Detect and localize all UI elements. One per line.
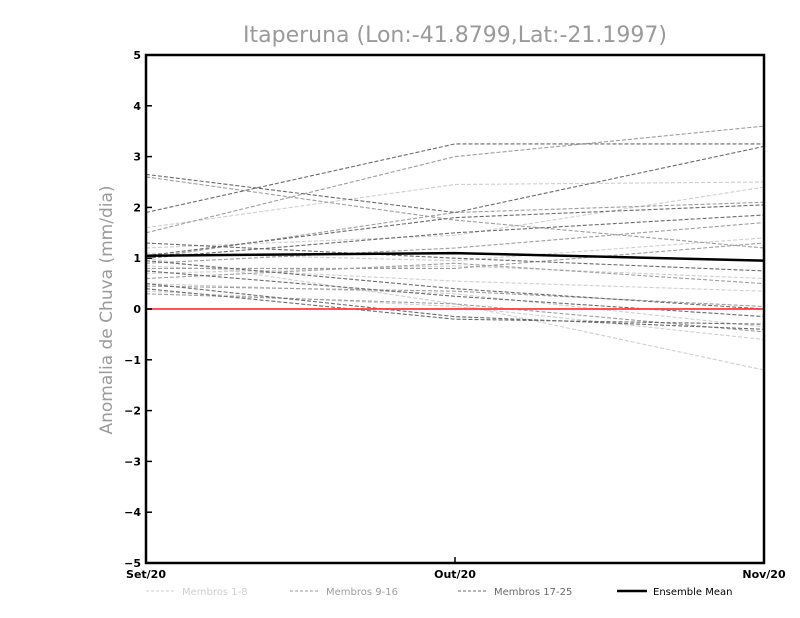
x-tick-label: Nov/20 xyxy=(742,568,786,581)
x-tick-label: Set/20 xyxy=(126,568,166,581)
y-tick-label: −4 xyxy=(124,506,141,519)
legend: Membros 1-8 Membros 9-16 Membros 17-25 Ense… xyxy=(146,587,732,598)
legend-label-group2: Membros 9-16 xyxy=(326,587,398,598)
legend-label-mean: Ensemble Mean xyxy=(653,587,732,598)
member-line-2 xyxy=(145,186,765,249)
member-line-15 xyxy=(145,293,765,333)
member-line-12 xyxy=(146,242,765,269)
y-axis-ticks: −5 −4 −3 −2 −1 0 1 2 3 4 5 xyxy=(124,49,152,570)
member-line-16 xyxy=(145,176,765,249)
x-tick-label: Out/20 xyxy=(434,568,476,581)
member-line-17 xyxy=(145,143,764,214)
y-tick-label: 2 xyxy=(133,201,141,214)
member-line-13 xyxy=(145,262,765,285)
member-line-24 xyxy=(145,283,765,330)
ensemble-mean-line xyxy=(145,251,765,262)
member-line-10 xyxy=(145,201,765,259)
member-line-22 xyxy=(145,260,765,310)
y-tick-label: −3 xyxy=(124,455,141,468)
y-tick-label: −5 xyxy=(124,557,141,570)
y-axis-label: Anomalia de Chuva (mm/dia) xyxy=(97,185,117,434)
y-tick-label: 5 xyxy=(133,49,141,62)
member-line-5 xyxy=(145,283,765,328)
y-tick-label: 4 xyxy=(133,100,141,113)
member-line-14 xyxy=(145,285,765,308)
y-tick-label: 0 xyxy=(133,303,141,316)
member-line-1 xyxy=(145,181,765,229)
y-tick-label: −1 xyxy=(124,354,141,367)
member-line-21 xyxy=(145,242,765,272)
y-tick-label: 3 xyxy=(133,151,141,164)
legend-label-group3: Membros 17-25 xyxy=(494,587,572,598)
member-line-11 xyxy=(145,222,765,264)
y-tick-label: 1 xyxy=(133,252,141,265)
x-axis-ticks: Set/20 Out/20 Nov/20 xyxy=(126,557,786,581)
member-line-25 xyxy=(145,288,765,325)
member-line-9 xyxy=(145,125,765,234)
member-line-8 xyxy=(145,265,765,292)
legend-label-group1: Membros 1-8 xyxy=(182,587,248,598)
chart-title: Itaperuna (Lon:-41.8799,Lat:-21.1997) xyxy=(243,23,667,48)
member-line-20 xyxy=(145,214,765,259)
y-tick-label: −2 xyxy=(124,405,141,418)
member-line-6 xyxy=(145,290,765,341)
series-layer xyxy=(145,125,765,371)
member-line-19 xyxy=(145,204,765,257)
mean-layer xyxy=(145,251,765,262)
member-line-18 xyxy=(145,145,765,214)
